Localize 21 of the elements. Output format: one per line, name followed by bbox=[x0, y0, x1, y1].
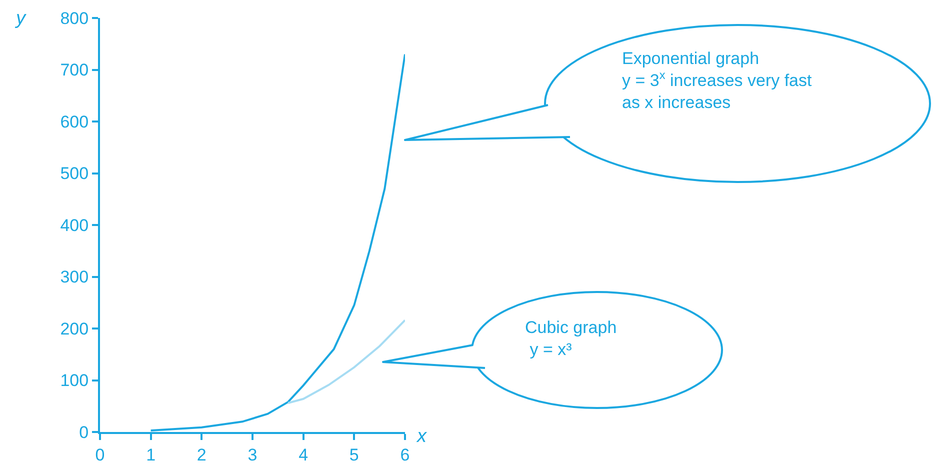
x-tick-label: 3 bbox=[248, 445, 258, 464]
y-tick-label: 200 bbox=[60, 319, 89, 338]
y-tick-label: 500 bbox=[60, 164, 89, 184]
x-axis-title: x bbox=[416, 426, 428, 447]
y-tick-label: 0 bbox=[79, 422, 89, 442]
y-tick-label: 400 bbox=[60, 216, 89, 235]
y-tick-label: 100 bbox=[60, 371, 89, 390]
x-tick-label: 0 bbox=[95, 445, 105, 464]
y-tick-label: 600 bbox=[60, 112, 89, 132]
x-tick-label: 6 bbox=[400, 445, 410, 464]
y-tick-label: 300 bbox=[60, 268, 89, 287]
y-axis-title: y bbox=[14, 8, 27, 29]
text: Exponential graph y = 3$^{x}$ increases very fast as x increases bbox=[622, 49, 812, 112]
x-tick-label: 1 bbox=[146, 445, 156, 464]
line-series bbox=[287, 319, 405, 404]
x-tick-label: 4 bbox=[298, 445, 308, 464]
x-tick-label: 5 bbox=[349, 445, 359, 464]
text: Cubic graph y = x³ bbox=[525, 318, 617, 360]
y-tick-label: 700 bbox=[60, 60, 89, 80]
y-tick-label: 800 bbox=[60, 8, 89, 28]
x-tick-label: 2 bbox=[196, 445, 206, 464]
